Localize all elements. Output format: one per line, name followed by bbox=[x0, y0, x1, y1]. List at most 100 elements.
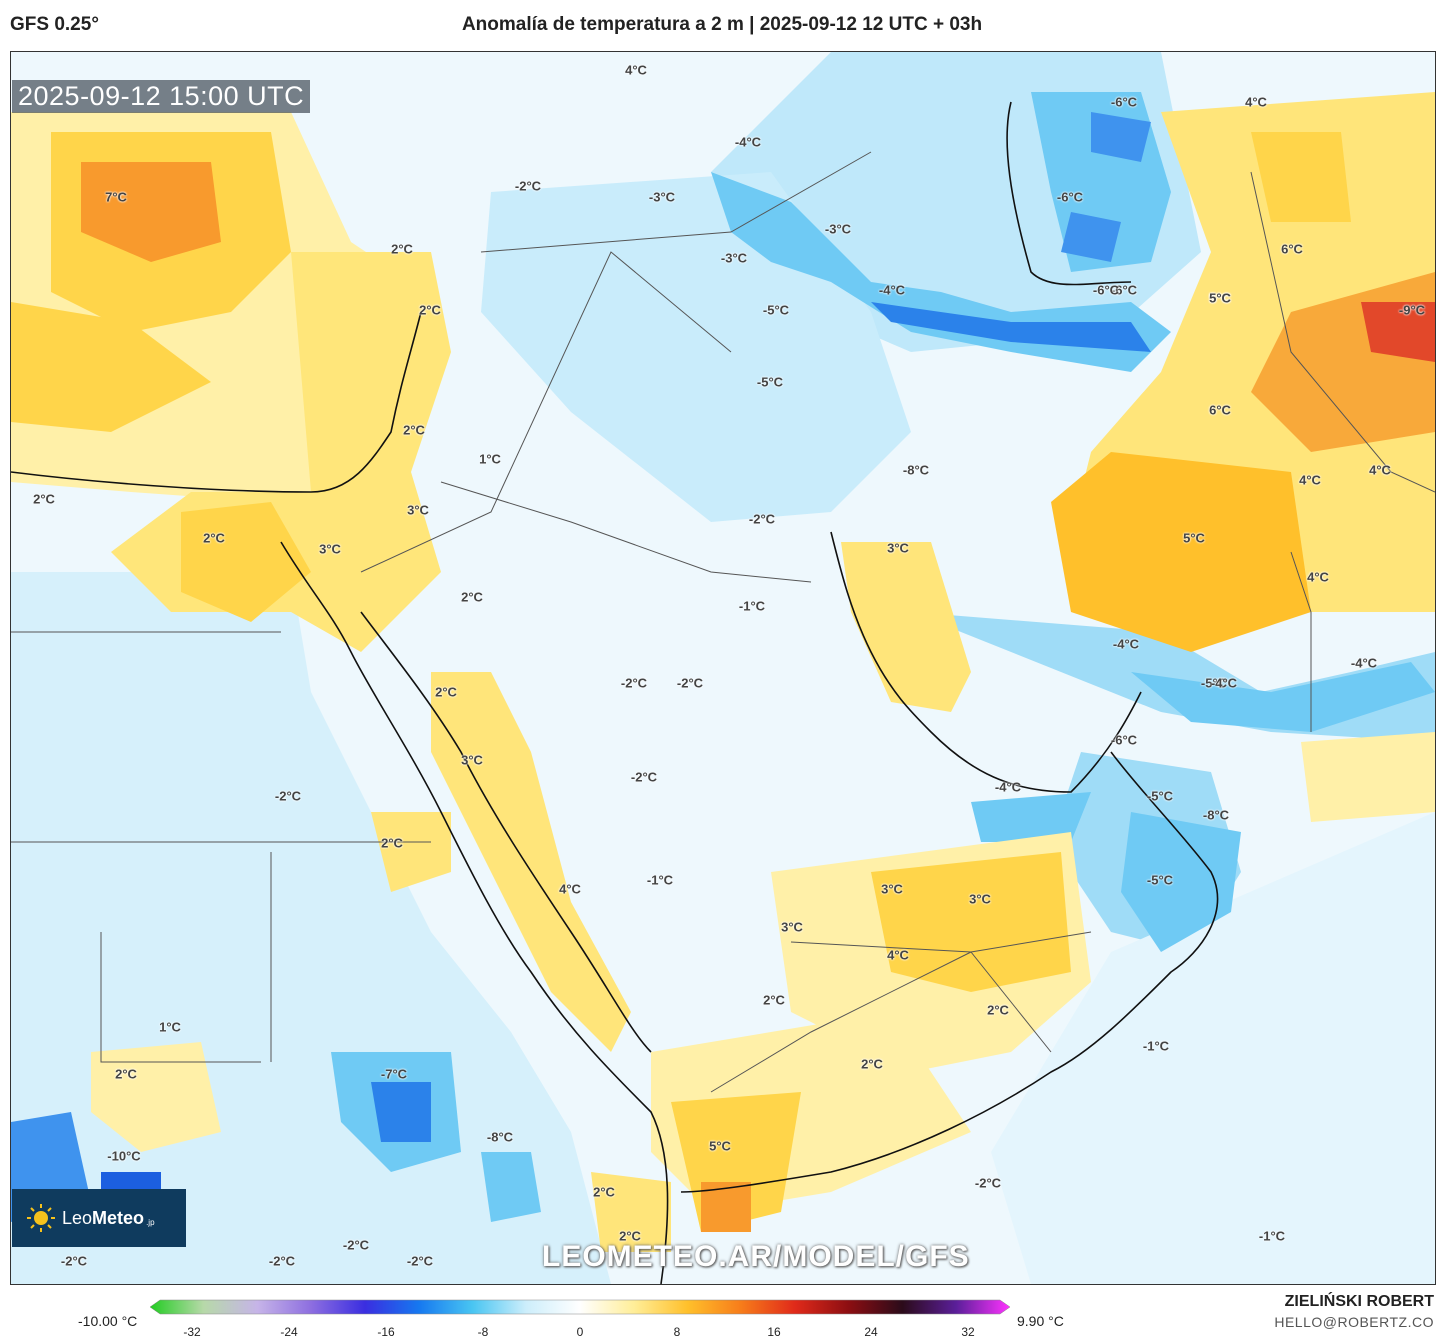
anomaly-label: 6°C bbox=[1209, 402, 1231, 418]
anomaly-label: -8°C bbox=[1202, 807, 1230, 823]
anomaly-label: -7°C bbox=[380, 1066, 408, 1082]
anomaly-label: 3°C bbox=[881, 881, 903, 897]
anomaly-label: 5°C bbox=[1209, 290, 1231, 306]
anomaly-label: -2°C bbox=[342, 1237, 370, 1253]
colorbar-tick: 0 bbox=[576, 1325, 584, 1339]
anomaly-label: -5°C bbox=[1146, 788, 1174, 804]
anomaly-label: 3°C bbox=[319, 541, 341, 557]
sun-icon bbox=[27, 1204, 55, 1232]
colorbar-tick: 32 bbox=[961, 1325, 975, 1339]
anomaly-label: 3°C bbox=[407, 502, 429, 518]
anomaly-label: -3°C bbox=[824, 221, 852, 237]
colorbar-tick: 16 bbox=[767, 1325, 781, 1339]
anomaly-label: -2°C bbox=[676, 675, 704, 691]
model-name: GFS 0.25° bbox=[10, 14, 99, 35]
anomaly-label: -5°C bbox=[1146, 872, 1174, 888]
author-name: ZIELIŃSKI ROBERT bbox=[1284, 1293, 1434, 1310]
anomaly-label: -8°C bbox=[902, 462, 930, 478]
anomaly-label: -6°C bbox=[1056, 189, 1084, 205]
anomaly-label: 3°C bbox=[461, 752, 483, 768]
anomaly-label: 1°C bbox=[479, 451, 501, 467]
anomaly-label: -4°C bbox=[734, 134, 762, 150]
anomaly-label: 2°C bbox=[763, 992, 785, 1008]
anomaly-label: -5°C bbox=[762, 302, 790, 318]
anomaly-label: -2°C bbox=[514, 178, 542, 194]
anomaly-label: 4°C bbox=[1369, 462, 1391, 478]
anomaly-label: 2°C bbox=[381, 835, 403, 851]
colorbar-min-label: -10.00 °C bbox=[78, 1313, 138, 1329]
anomaly-label: 2°C bbox=[391, 241, 413, 257]
anomaly-label: -1°C bbox=[738, 598, 766, 614]
anomaly-label: -5°C bbox=[1200, 675, 1228, 691]
anomaly-label: -8°C bbox=[486, 1129, 514, 1145]
colorbar-tick: -32 bbox=[183, 1325, 201, 1339]
anomaly-label: 5°C bbox=[1209, 290, 1231, 306]
colorbar-tick: -8 bbox=[477, 1325, 489, 1339]
anomaly-label: -3°C bbox=[648, 189, 676, 205]
author-email[interactable]: HELLO@ROBERTZ.CO bbox=[1274, 1314, 1434, 1330]
anomaly-label: 5°C bbox=[1183, 530, 1205, 546]
anomaly-label: 3°C bbox=[969, 891, 991, 907]
colorbar-tick: -16 bbox=[377, 1325, 395, 1339]
map-canvas[interactable] bbox=[10, 51, 1436, 1285]
anomaly-label: 6°C bbox=[1281, 241, 1303, 257]
anomaly-label: 2°C bbox=[403, 422, 425, 438]
watermark-url: LEOMETEO.AR/MODEL/GFS bbox=[542, 1240, 970, 1273]
leometeo-logo[interactable]: LeoMeteo .jp bbox=[12, 1189, 186, 1247]
anomaly-label: 2°C bbox=[115, 1066, 137, 1082]
anomaly-label: 2°C bbox=[203, 530, 225, 546]
anomaly-label: -2°C bbox=[620, 675, 648, 691]
anomaly-label: 4°C bbox=[1245, 94, 1267, 110]
anomaly-label: 5°C bbox=[709, 1138, 731, 1154]
anomaly-label: -2°C bbox=[974, 1175, 1002, 1191]
anomaly-label: -2°C bbox=[748, 511, 776, 527]
anomaly-label: -2°C bbox=[274, 788, 302, 804]
anomaly-label: 3°C bbox=[887, 540, 909, 556]
anomaly-label: 2°C bbox=[419, 302, 441, 318]
colorbar-tick: 24 bbox=[864, 1325, 878, 1339]
anomaly-label: 7°C bbox=[105, 189, 127, 205]
colorbar-tick: -24 bbox=[280, 1325, 298, 1339]
anomaly-label: 4°C bbox=[625, 62, 647, 78]
map-title: Anomalía de temperatura a 2 m | 2025-09-… bbox=[461, 14, 983, 35]
anomaly-label: -6°C bbox=[1110, 94, 1138, 110]
anomaly-label: -4°C bbox=[878, 282, 906, 298]
anomaly-field bbox=[11, 52, 1435, 1284]
anomaly-label: -10°C bbox=[107, 1148, 141, 1164]
anomaly-label: -5°C bbox=[756, 374, 784, 390]
anomaly-label: -1°C bbox=[1258, 1228, 1286, 1244]
anomaly-label: 4°C bbox=[887, 947, 909, 963]
valid-time-badge: 2025-09-12 15:00 UTC bbox=[12, 80, 311, 113]
colorbar-tick: 8 bbox=[673, 1325, 681, 1339]
anomaly-label: 3°C bbox=[781, 919, 803, 935]
anomaly-label: -4°C bbox=[1210, 675, 1238, 691]
colorbar-max-label: 9.90 °C bbox=[1017, 1313, 1064, 1329]
logo-suffix: .jp bbox=[146, 1217, 155, 1227]
anomaly-label: -4°C bbox=[994, 779, 1022, 795]
anomaly-label: 4°C bbox=[559, 881, 581, 897]
anomaly-label: -4°C bbox=[1112, 636, 1140, 652]
anomaly-label: -4°C bbox=[1350, 655, 1378, 671]
anomaly-label: 2°C bbox=[33, 491, 55, 507]
anomaly-label: -2°C bbox=[60, 1253, 88, 1269]
anomaly-label: -1°C bbox=[1142, 1038, 1170, 1054]
anomaly-label: 2°C bbox=[593, 1184, 615, 1200]
anomaly-label: 4°C bbox=[1299, 472, 1321, 488]
anomaly-label: 1°C bbox=[159, 1019, 181, 1035]
anomaly-label: 4°C bbox=[1307, 569, 1329, 585]
anomaly-label: -2°C bbox=[406, 1253, 434, 1269]
anomaly-label: 2°C bbox=[619, 1228, 641, 1244]
anomaly-label: -3°C bbox=[720, 250, 748, 266]
anomaly-label: -9°C bbox=[1398, 302, 1426, 318]
anomaly-label: 2°C bbox=[435, 684, 457, 700]
anomaly-label: 2°C bbox=[861, 1056, 883, 1072]
anomaly-label: -1°C bbox=[646, 872, 674, 888]
anomaly-label: 2°C bbox=[461, 589, 483, 605]
anomaly-label: 2°C bbox=[987, 1002, 1009, 1018]
anomaly-label: -2°C bbox=[630, 769, 658, 785]
colorbar bbox=[150, 1299, 1010, 1315]
anomaly-label: -6°C bbox=[1110, 732, 1138, 748]
anomaly-label: -6°C bbox=[1110, 282, 1138, 298]
anomaly-label: -6°C bbox=[1092, 282, 1120, 298]
anomaly-label: -2°C bbox=[268, 1253, 296, 1269]
